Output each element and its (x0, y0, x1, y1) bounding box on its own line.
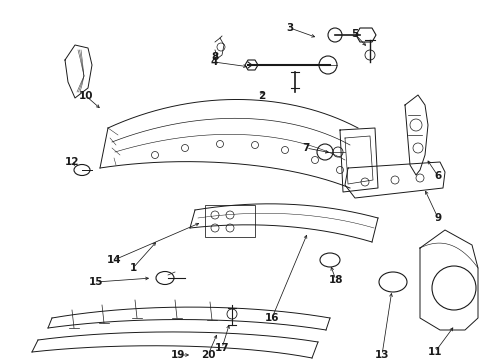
Text: 4: 4 (210, 57, 217, 67)
Text: 6: 6 (433, 171, 441, 181)
Text: 2: 2 (258, 91, 265, 101)
Text: 16: 16 (264, 313, 279, 323)
Text: 15: 15 (88, 277, 103, 287)
Text: 18: 18 (328, 275, 343, 285)
Text: 9: 9 (433, 213, 441, 223)
Text: 13: 13 (374, 350, 388, 360)
Text: 19: 19 (170, 350, 185, 360)
Text: 17: 17 (214, 343, 229, 353)
Text: 7: 7 (302, 143, 309, 153)
Text: 8: 8 (211, 52, 218, 62)
Text: 10: 10 (79, 91, 93, 101)
Text: 5: 5 (351, 29, 358, 39)
Bar (204, 205, 254, 237)
Text: 12: 12 (64, 157, 79, 167)
Text: 1: 1 (129, 263, 136, 273)
Text: 14: 14 (106, 255, 121, 265)
Text: 3: 3 (286, 23, 293, 33)
Text: 11: 11 (427, 347, 441, 357)
Text: 20: 20 (201, 350, 215, 360)
